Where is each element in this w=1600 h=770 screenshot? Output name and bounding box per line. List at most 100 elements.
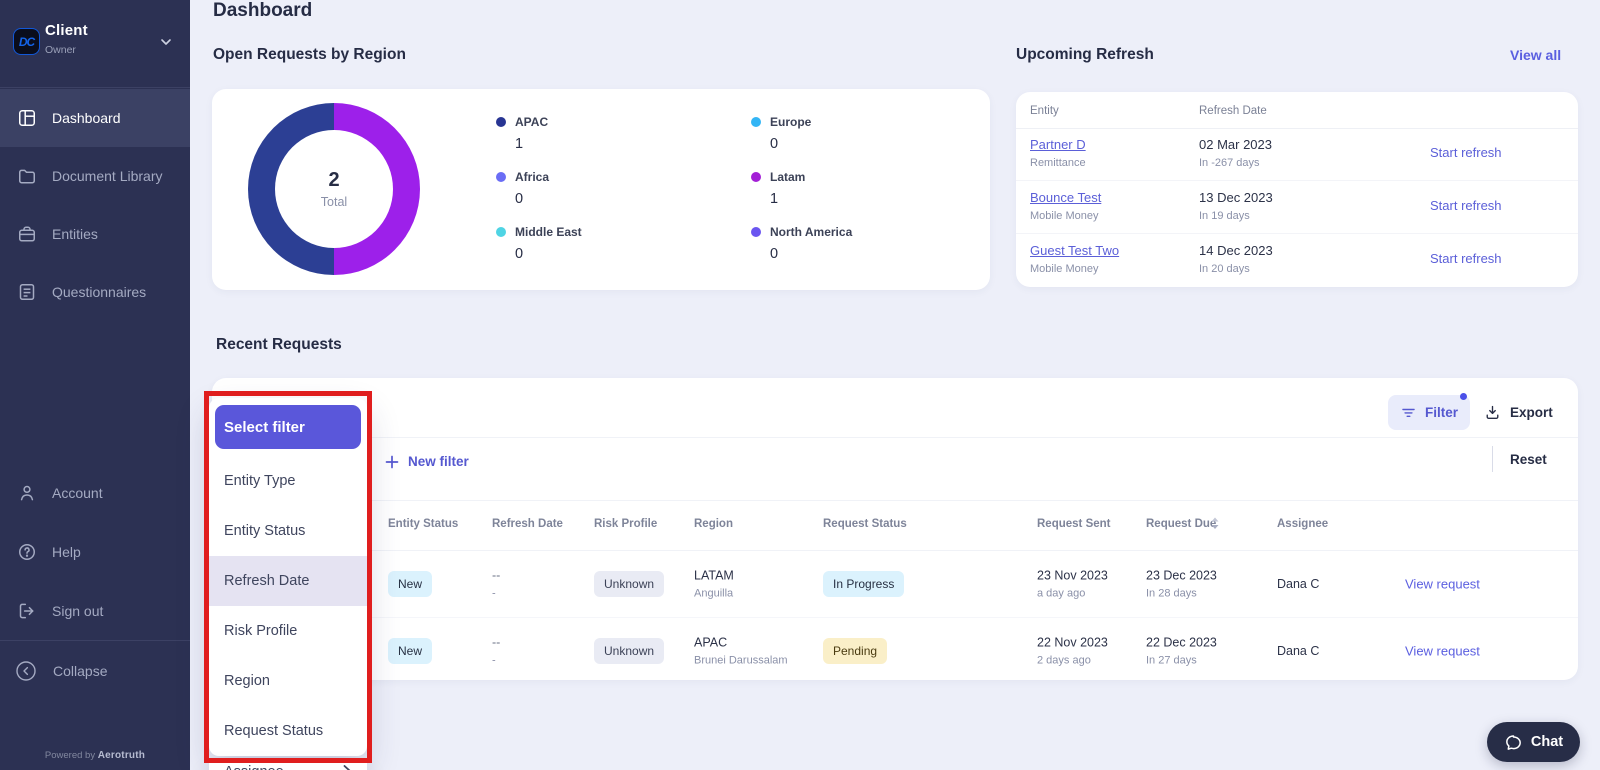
region-name: APAC [694,635,728,650]
column-header-entity: Entity [1030,105,1059,117]
sent-ago: a day ago [1037,587,1086,599]
sidebar-item-dashboard[interactable]: Dashboard [0,89,190,147]
sent-ago: 2 days ago [1037,654,1091,667]
table-row: Guest Test Two Mobile Money 14 Dec 2023 … [1016,234,1578,287]
reset-button[interactable]: Reset [1510,452,1547,467]
org-selector[interactable]: DC Client Owner [0,0,190,88]
entity-type: Remittance [1030,157,1086,169]
dropdown-item-assignee[interactable]: Assignee [209,763,367,770]
help-icon [17,542,37,562]
brand-name: Aerotruth [97,750,146,761]
filter-button[interactable]: Filter [1388,395,1470,430]
donut-chart: 2 Total [248,103,420,275]
donut-total-value: 2 [328,169,340,191]
table-row: Bounce Test Mobile Money 13 Dec 2023 In … [1016,181,1578,234]
dropdown-item-entity-type[interactable]: Entity Type [224,473,296,489]
due-in: In 27 days [1146,654,1197,667]
entity-link[interactable]: Bounce Test [1030,190,1102,205]
donut-center: 2 Total [275,130,393,248]
sidebar-item-entities[interactable]: Entities [0,205,190,263]
chat-button[interactable]: Chat [1487,722,1580,762]
sort-icon[interactable] [1209,516,1221,531]
sidebar-item-sign-out[interactable]: Sign out [0,581,190,640]
briefcase-icon [17,224,37,244]
table-row: Partner D Remittance 02 Mar 2023 In -267… [1016,128,1578,181]
dropdown-item-request-status[interactable]: Request Status [224,723,324,739]
legend-value: 0 [770,136,779,152]
powered-by-text: Powered by [44,750,96,761]
divider [1016,128,1578,129]
sidebar-item-label: Document Library [52,168,163,184]
new-filter-button[interactable]: New filter [385,454,469,469]
sent-date: 23 Nov 2023 [1037,568,1108,582]
country-name: Brunei Darussalam [694,654,788,667]
sidebar-item-label: Entities [52,226,98,242]
due-date: 23 Dec 2023 [1146,568,1217,582]
divider [212,500,1578,501]
sidebar-item-questionnaires[interactable]: Questionnaires [0,263,190,321]
entity-link[interactable]: Guest Test Two [1030,243,1120,258]
view-request-link[interactable]: View request [1405,576,1480,591]
request-sent-cell: 23 Nov 2023 a day ago [1037,568,1108,599]
divider [212,550,1578,551]
entity-link[interactable]: Partner D [1030,137,1086,152]
region-name: LATAM [694,568,734,582]
collapse-button[interactable]: Collapse [0,645,190,697]
sidebar-item-document-library[interactable]: Document Library [0,147,190,205]
refresh-due-in: In -267 days [1199,157,1260,169]
start-refresh-link[interactable]: Start refresh [1430,145,1502,160]
country-name: Anguilla [694,587,734,599]
upcoming-refresh-card: Entity Refresh Date Partner D Remittance… [1016,92,1578,287]
legend-value: 0 [515,246,524,262]
dropdown-item-refresh-date[interactable]: Refresh Date [209,556,367,606]
folder-icon [17,166,37,186]
export-button[interactable]: Export [1484,395,1553,430]
chat-bubble-icon [1504,733,1523,752]
divider [1492,446,1493,472]
page-title: Dashboard [213,0,313,21]
start-refresh-link[interactable]: Start refresh [1430,251,1502,266]
sidebar-item-help[interactable]: Help [0,522,190,581]
filter-dropdown-list: Entity Type Entity Status Refresh Date R… [209,456,367,756]
filter-active-indicator [1460,393,1467,400]
export-button-label: Export [1510,405,1553,420]
download-icon [1484,404,1501,421]
chat-button-label: Chat [1530,734,1564,750]
chevron-down-icon [158,34,174,50]
sidebar-divider [0,640,190,641]
refresh-date: 13 Dec 2023 [1199,190,1273,205]
column-header-request-sent: Request Sent [1037,518,1111,530]
due-in: In 28 days [1146,587,1197,599]
dropdown-item-region[interactable]: Region [224,673,270,689]
dropdown-item-risk-profile[interactable]: Risk Profile [224,623,298,639]
table-row: New -- - Unknown LATAM Anguilla In Progr… [212,550,1578,617]
sidebar-item-label: Account [52,484,103,501]
view-request-link[interactable]: View request [1405,643,1480,659]
person-icon [17,483,37,503]
legend-item-north-america: North America 0 [751,225,852,262]
legend-item-europe: Europe 0 [751,115,811,152]
refresh-due-in: In 20 days [1199,263,1250,275]
legend-label: North America [770,225,853,239]
dropdown-item-label: Assignee [224,764,284,770]
column-header-refresh-date: Refresh Date [492,518,563,530]
sidebar-item-label: Questionnaires [52,284,147,300]
sidebar-item-label: Help [52,543,81,560]
legend-label: APAC [515,115,549,129]
legend-dot-middle-east [496,227,506,237]
dropdown-item-entity-status[interactable]: Entity Status [224,523,306,539]
chevron-left-circle-icon [14,659,38,683]
org-role: Owner [45,44,76,56]
request-due-cell: 23 Dec 2023 In 28 days [1146,568,1217,599]
sidebar-item-account[interactable]: Account [0,463,190,522]
upcoming-refresh-heading: Upcoming Refresh [1016,46,1154,63]
view-all-link[interactable]: View all [1510,47,1562,63]
start-refresh-link[interactable]: Start refresh [1430,198,1502,213]
org-name: Client [45,22,88,39]
legend-item-latam: Latam 1 [751,170,805,207]
select-filter-button[interactable]: Select filter [215,405,361,449]
legend-label: Latam [770,170,806,184]
column-header-region: Region [694,518,733,530]
refresh-due-in: In 19 days [1199,210,1250,222]
